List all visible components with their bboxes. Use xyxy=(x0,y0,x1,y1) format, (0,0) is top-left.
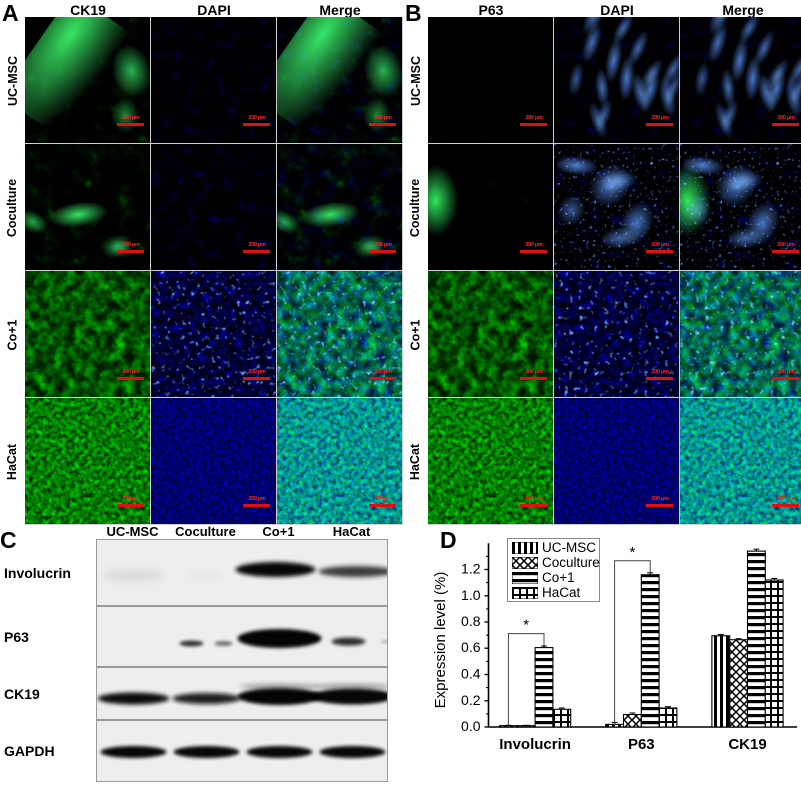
svg-text:P63: P63 xyxy=(628,736,655,753)
svg-text:Involucrin: Involucrin xyxy=(499,736,571,753)
svg-text:1.2: 1.2 xyxy=(461,561,481,577)
svg-text:0.8: 0.8 xyxy=(461,613,481,629)
svg-text:0.0: 0.0 xyxy=(461,718,481,734)
svg-text:CK19: CK19 xyxy=(728,736,766,753)
svg-text:*: * xyxy=(523,617,529,634)
svg-text:0.2: 0.2 xyxy=(461,692,481,708)
svg-text:0.6: 0.6 xyxy=(461,639,481,655)
svg-text:0.4: 0.4 xyxy=(461,666,481,682)
svg-text:*: * xyxy=(629,544,635,561)
svg-text:1.0: 1.0 xyxy=(461,587,481,603)
